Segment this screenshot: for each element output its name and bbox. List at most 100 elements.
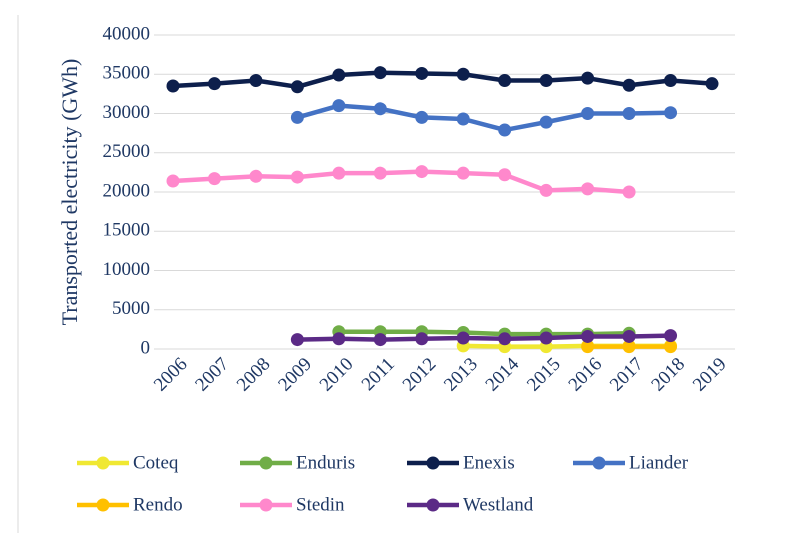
x-tick-label: 2006 xyxy=(150,354,192,396)
point xyxy=(207,77,221,91)
series-line xyxy=(296,103,671,133)
x-tick-label: 2013 xyxy=(440,354,482,396)
point xyxy=(415,332,429,346)
legend-item: Enduris xyxy=(240,452,355,473)
y-tick-label: 0 xyxy=(141,337,151,358)
y-tick-label: 25000 xyxy=(103,141,151,162)
point xyxy=(622,185,636,199)
legend-label: Stedin xyxy=(296,494,345,515)
point xyxy=(456,112,470,126)
point xyxy=(581,71,595,85)
legend-marker xyxy=(426,498,440,512)
point xyxy=(664,74,678,88)
legend-label: Rendo xyxy=(133,494,183,515)
point xyxy=(332,99,346,113)
y-tick-label: 35000 xyxy=(103,63,151,84)
point xyxy=(415,110,429,124)
y-tick-label: 15000 xyxy=(103,220,151,241)
x-tick-label: 2017 xyxy=(606,354,648,396)
point xyxy=(456,331,470,345)
legend-marker xyxy=(259,456,273,470)
point xyxy=(166,174,180,188)
point xyxy=(456,67,470,81)
point xyxy=(373,66,387,80)
point xyxy=(290,110,304,124)
y-axis-label: Transported electricity (GWh) xyxy=(57,59,82,326)
point xyxy=(415,66,429,80)
point xyxy=(622,78,636,92)
point xyxy=(373,333,387,347)
point xyxy=(539,115,553,129)
point xyxy=(166,79,180,93)
point xyxy=(664,329,678,343)
series-line xyxy=(172,169,630,195)
point xyxy=(332,332,346,346)
point xyxy=(498,123,512,137)
legend-label: Liander xyxy=(629,452,689,473)
legend-label: Westland xyxy=(463,494,534,515)
legend-marker xyxy=(96,498,110,512)
series xyxy=(581,340,678,354)
point xyxy=(498,74,512,88)
point xyxy=(373,166,387,180)
point xyxy=(498,332,512,346)
point xyxy=(415,165,429,179)
point xyxy=(581,340,595,354)
series xyxy=(166,165,636,199)
point xyxy=(622,329,636,343)
point xyxy=(332,68,346,82)
x-tick-label: 2007 xyxy=(191,354,233,396)
point xyxy=(373,102,387,116)
y-tick-label: 20000 xyxy=(103,180,151,201)
series xyxy=(290,99,678,137)
point xyxy=(622,107,636,120)
legend-label: Enexis xyxy=(463,452,515,473)
point xyxy=(581,107,595,120)
legend-item: Enexis xyxy=(407,452,515,473)
point xyxy=(290,170,304,184)
x-tick-label: 2014 xyxy=(482,353,524,395)
point xyxy=(581,329,595,343)
legend-item: Liander xyxy=(573,452,689,473)
legend-marker xyxy=(426,456,440,470)
point xyxy=(332,166,346,180)
series xyxy=(290,329,678,347)
y-tick-label: 30000 xyxy=(103,102,151,123)
legend-item: Stedin xyxy=(240,494,345,515)
x-tick-label: 2010 xyxy=(316,354,358,396)
legend-item: Westland xyxy=(407,494,534,515)
point xyxy=(498,168,512,182)
point xyxy=(539,331,553,345)
x-tick-label: 2019 xyxy=(689,354,731,396)
legend-item: Coteq xyxy=(77,452,179,473)
x-tick-label: 2012 xyxy=(399,354,441,396)
legend-marker xyxy=(259,498,273,512)
point xyxy=(290,80,304,94)
point xyxy=(581,182,595,196)
point xyxy=(249,169,263,183)
point xyxy=(290,333,304,347)
series-line xyxy=(172,70,713,90)
legend-label: Coteq xyxy=(133,452,179,473)
series-line xyxy=(338,329,630,337)
x-tick-label: 2015 xyxy=(523,354,565,396)
series-line xyxy=(297,333,671,342)
point xyxy=(664,106,678,120)
legend-marker xyxy=(592,456,606,470)
point xyxy=(622,340,636,354)
y-tick-label: 10000 xyxy=(103,259,151,280)
point xyxy=(539,74,553,88)
point xyxy=(249,74,263,88)
x-tick-label: 2008 xyxy=(233,354,275,396)
point xyxy=(207,172,221,186)
point xyxy=(705,77,719,91)
point xyxy=(664,340,678,354)
point xyxy=(456,166,470,180)
point xyxy=(539,183,553,197)
x-tick-label: 2011 xyxy=(358,354,399,395)
legend-item: Rendo xyxy=(77,494,183,515)
y-tick-label: 40000 xyxy=(103,23,151,44)
series xyxy=(166,66,719,94)
x-tick-label: 2009 xyxy=(274,354,316,396)
x-tick-label: 2018 xyxy=(647,354,689,396)
